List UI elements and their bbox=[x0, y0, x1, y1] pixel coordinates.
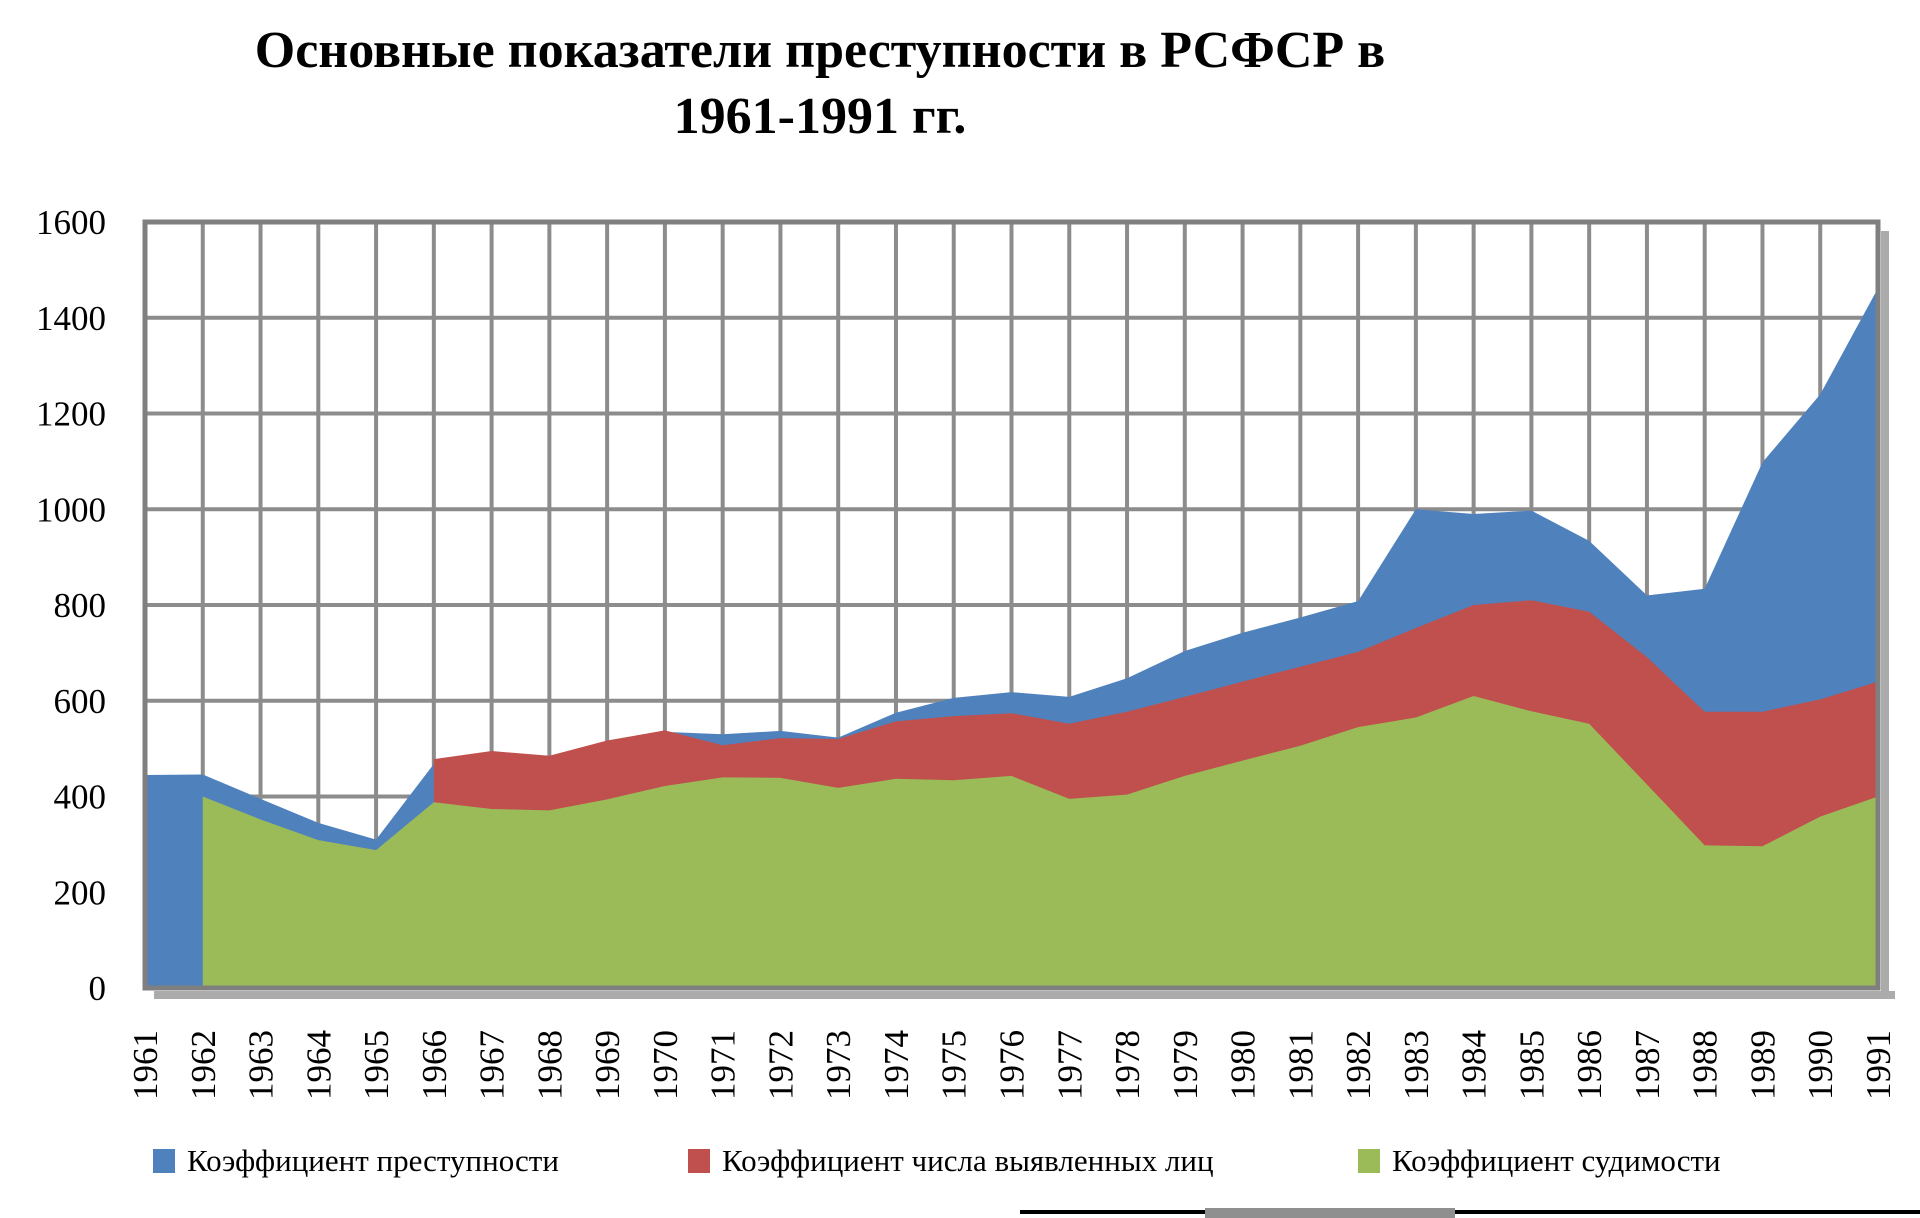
x-axis-label: 1964 bbox=[299, 1030, 338, 1100]
x-axis-label: 1981 bbox=[1281, 1030, 1320, 1100]
x-axis-label: 1975 bbox=[935, 1030, 974, 1100]
legend-swatch-blue bbox=[153, 1149, 175, 1173]
x-axis-label: 1967 bbox=[473, 1030, 512, 1100]
x-axis-label: 1965 bbox=[357, 1030, 396, 1100]
chart-legend: Коэффициент преступности Коэффициент чис… bbox=[0, 1138, 1920, 1184]
x-axis-label: 1976 bbox=[993, 1030, 1032, 1100]
x-axis-label: 1978 bbox=[1108, 1030, 1147, 1100]
x-axis-label: 1972 bbox=[761, 1030, 800, 1100]
x-axis-label: 1989 bbox=[1743, 1030, 1782, 1100]
x-axis-label: 1961 bbox=[126, 1030, 165, 1100]
legend-swatch-red bbox=[688, 1149, 710, 1173]
x-axis-label: 1963 bbox=[242, 1030, 281, 1100]
x-axis-label: 1969 bbox=[588, 1030, 627, 1100]
x-axis-label: 1988 bbox=[1686, 1030, 1725, 1100]
chart-title: Основные показатели преступности в РСФСР… bbox=[150, 18, 1490, 150]
y-axis-label: 200 bbox=[54, 873, 107, 912]
x-axis-label: 1987 bbox=[1628, 1030, 1667, 1100]
y-axis-label: 800 bbox=[54, 586, 107, 625]
x-axis-label: 1979 bbox=[1166, 1030, 1205, 1100]
window-bottom-border bbox=[1020, 1210, 1920, 1214]
x-axis-label: 1991 bbox=[1859, 1030, 1898, 1100]
legend-item-conviction-rate: Коэффициент судимости bbox=[1358, 1138, 1721, 1184]
x-axis-label: 1973 bbox=[819, 1030, 858, 1100]
y-axis-label: 1400 bbox=[36, 299, 106, 338]
x-axis-label: 1962 bbox=[184, 1030, 223, 1100]
series-area-2 bbox=[202, 695, 1879, 988]
x-axis-label: 1977 bbox=[1050, 1030, 1089, 1100]
y-axis-label: 0 bbox=[89, 969, 107, 1008]
x-axis-label: 1974 bbox=[877, 1030, 916, 1100]
chart-title-line2: 1961-1991 гг. bbox=[673, 88, 967, 145]
x-axis-label: 1970 bbox=[646, 1030, 685, 1100]
y-axis-label: 600 bbox=[54, 682, 107, 721]
x-axis-label: 1971 bbox=[704, 1030, 743, 1100]
chart-title-line1: Основные показатели преступности в РСФСР… bbox=[254, 22, 1386, 79]
plot-shadow-right bbox=[1881, 231, 1889, 997]
legend-label: Коэффициент преступности bbox=[187, 1143, 559, 1178]
x-axis-label: 1985 bbox=[1512, 1030, 1551, 1100]
legend-item-identified-persons: Коэффициент числа выявленных лиц bbox=[688, 1138, 1214, 1184]
legend-label: Коэффициент судимости bbox=[1392, 1143, 1721, 1178]
x-axis-label: 1986 bbox=[1570, 1030, 1609, 1100]
x-axis-label: 1984 bbox=[1455, 1030, 1494, 1100]
horizontal-scrollbar-thumb[interactable] bbox=[1205, 1208, 1455, 1218]
x-axis-label: 1980 bbox=[1224, 1030, 1263, 1100]
x-axis-label: 1982 bbox=[1339, 1030, 1378, 1100]
x-axis-label: 1966 bbox=[415, 1030, 454, 1100]
y-axis-label: 1600 bbox=[36, 203, 106, 242]
legend-item-crime-rate: Коэффициент преступности bbox=[153, 1138, 559, 1184]
plot-shadow-bottom bbox=[154, 991, 1895, 999]
y-axis-label: 400 bbox=[54, 778, 107, 817]
y-axis-label: 1000 bbox=[36, 490, 106, 529]
plot-border bbox=[142, 219, 1881, 991]
legend-label: Коэффициент числа выявленных лиц bbox=[722, 1143, 1214, 1178]
x-axis-label: 1968 bbox=[530, 1030, 569, 1100]
y-axis-label: 1200 bbox=[36, 395, 106, 434]
legend-swatch-green bbox=[1358, 1149, 1380, 1173]
x-axis-label: 1983 bbox=[1397, 1030, 1436, 1100]
x-axis-label: 1990 bbox=[1801, 1030, 1840, 1100]
